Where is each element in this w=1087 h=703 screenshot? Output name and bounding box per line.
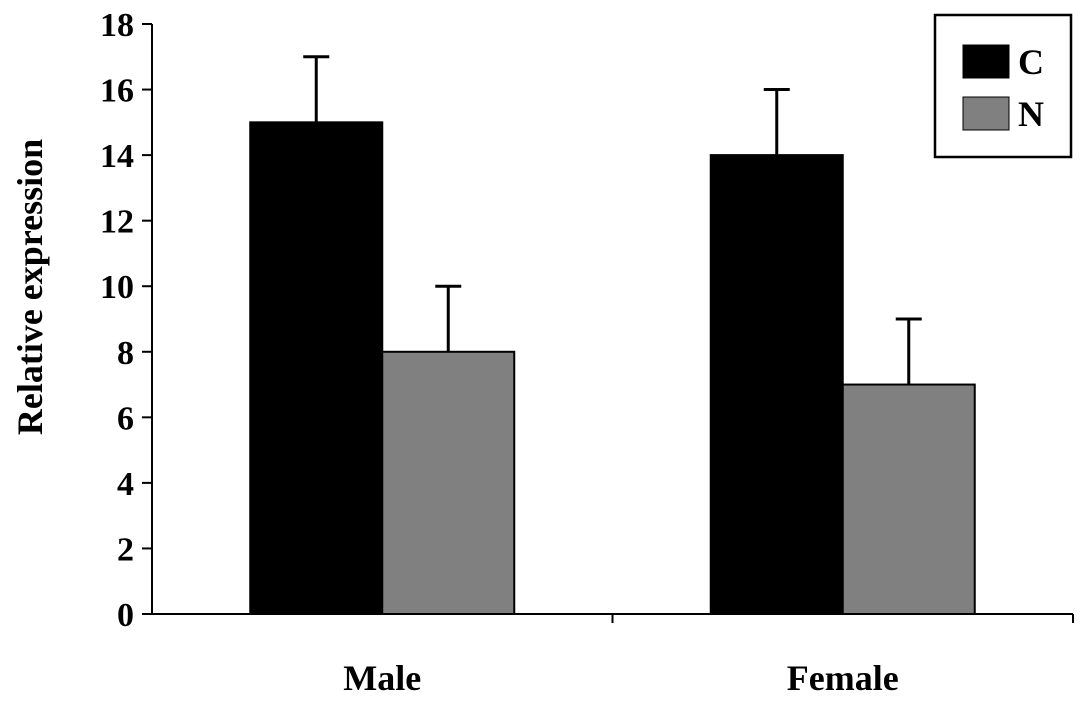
legend-swatch-c	[962, 44, 1010, 79]
axes-group	[151, 24, 1074, 623]
y-tick-label: 8	[117, 335, 134, 372]
bar-n-female	[841, 383, 976, 615]
legend-label-c: C	[1018, 42, 1044, 82]
y-tick-label: 12	[100, 204, 134, 241]
bar-c-female	[709, 154, 844, 615]
bars-group	[249, 121, 976, 615]
bar-c-male	[249, 121, 384, 615]
legend: CN	[933, 13, 1073, 159]
y-tick-label: 0	[117, 597, 134, 634]
y-axis-title: Relative expression	[10, 139, 50, 435]
bar-n-male	[381, 350, 516, 615]
y-tick-label: 10	[100, 269, 134, 306]
y-ticks-group: 0 2 4 6 8 10 12 14 16 18	[100, 7, 152, 634]
x-tick-label: Female	[787, 658, 899, 698]
y-tick-label: 2	[117, 531, 134, 568]
y-tick-label: 18	[100, 7, 134, 44]
legend-box	[933, 13, 1073, 159]
error-bars-group	[303, 55, 922, 385]
x-labels-group: Male Female	[343, 658, 898, 698]
y-tick-label: 16	[100, 73, 134, 110]
legend-label-n: N	[1018, 94, 1044, 134]
y-tick-label: 14	[100, 138, 134, 175]
y-tick-label: 4	[117, 466, 134, 503]
legend-swatch-n	[962, 96, 1010, 131]
x-tick-label: Male	[343, 658, 421, 698]
y-tick-label: 6	[117, 400, 134, 437]
